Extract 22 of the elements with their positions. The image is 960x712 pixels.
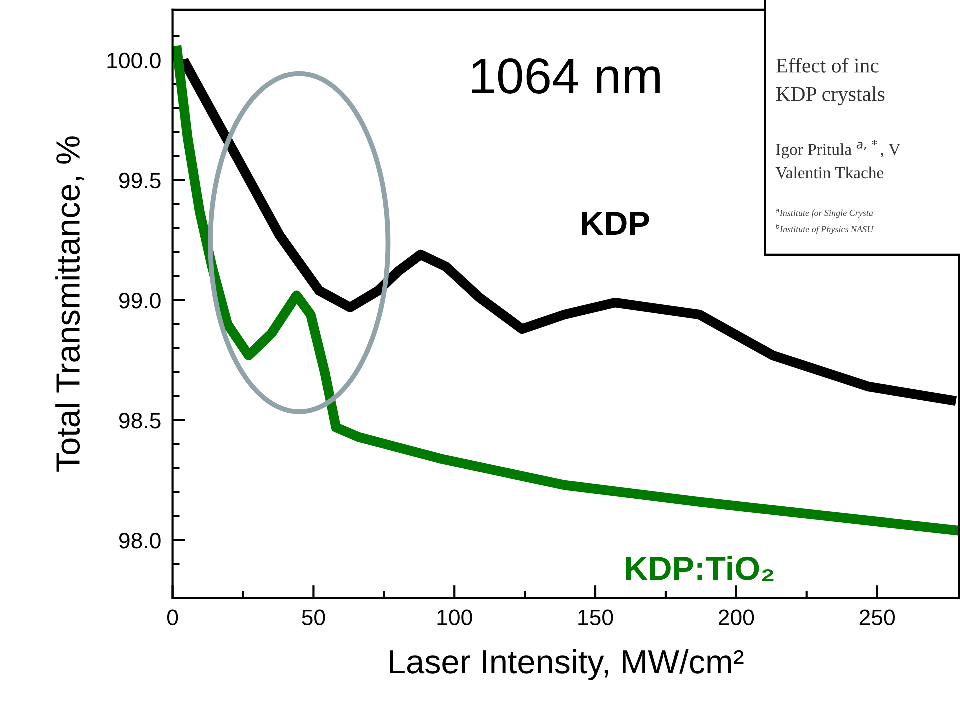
annotation: Igor Pritula $^{a,*}$, V <box>776 140 901 159</box>
annotation: $^{a}$Institute for Single Crysta <box>776 209 874 218</box>
y-tick-label: 99.0 <box>119 292 161 309</box>
annotation: 1064 nm <box>472 58 660 94</box>
x-tick-label: 200 <box>718 610 754 626</box>
x-axis-title: Laser Intensity, MW/cm² <box>390 649 744 680</box>
x-tick-label: 250 <box>860 610 895 626</box>
x-tick-label: 150 <box>578 610 614 626</box>
x-tick-label: 50 <box>302 610 326 626</box>
y-axis-title: Total Transmittance, % <box>56 136 84 472</box>
annotation: Effect of inc <box>776 58 879 73</box>
y-tick-label: 99.5 <box>119 172 161 189</box>
annotation: Valentin Tkache <box>776 166 884 179</box>
y-tick-label: 100.0 <box>108 52 161 69</box>
text: KDP <box>582 212 650 236</box>
annotation: $^{b}$Institute of Physics NASU <box>776 224 874 234</box>
series-label: KDP:TiO₂ <box>626 556 774 582</box>
annotation: KDP crystals <box>776 86 885 106</box>
x-tick-label: 100 <box>438 610 472 626</box>
y-tick-label: 98.5 <box>119 412 161 429</box>
y-tick-label: 98.0 <box>119 533 161 549</box>
x-tick-label: 0 <box>167 610 178 626</box>
